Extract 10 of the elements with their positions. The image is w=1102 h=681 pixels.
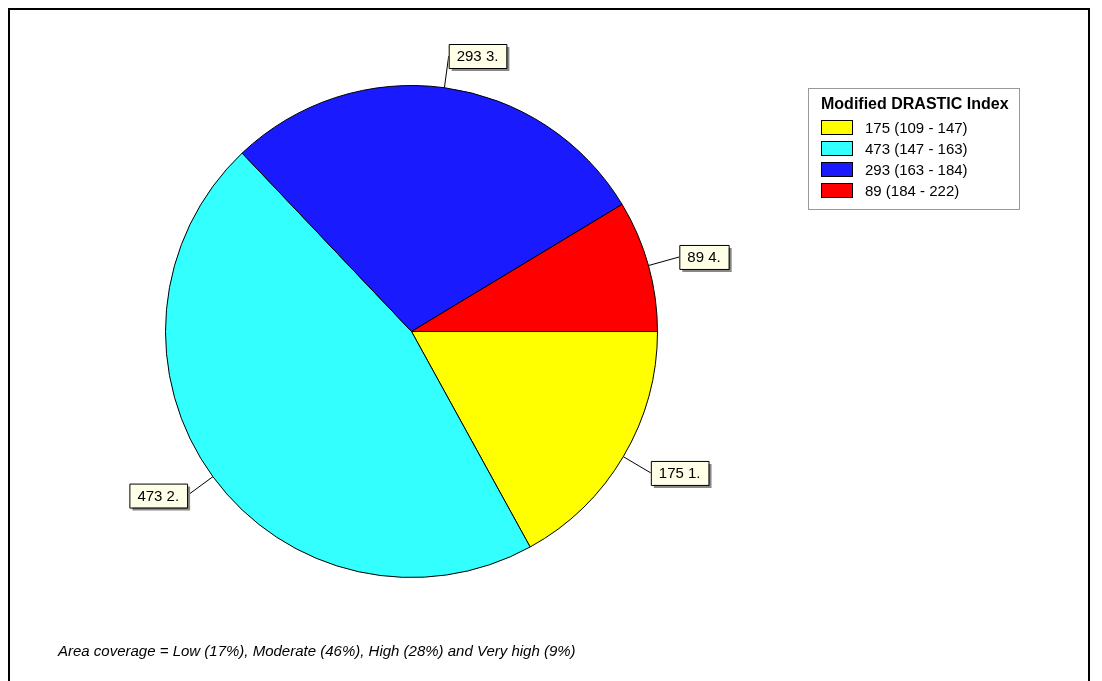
legend-label: 89 (184 - 222) xyxy=(865,182,960,199)
legend-title: Modified DRASTIC Index xyxy=(821,95,1009,113)
data-label: 89 4. xyxy=(687,248,721,266)
data-label: 473 2. xyxy=(137,486,180,504)
legend-label: 293 (163 - 184) xyxy=(865,161,968,178)
data-label: 175 1. xyxy=(658,464,701,482)
data-label: 293 3. xyxy=(456,47,499,65)
legend-label: 473 (147 - 163) xyxy=(865,140,968,157)
legend-label: 175 (109 - 147) xyxy=(865,119,968,136)
text: Area coverage = Low (17%), Moderate (46%), High (28%) and Very high (9%) xyxy=(58,642,576,659)
